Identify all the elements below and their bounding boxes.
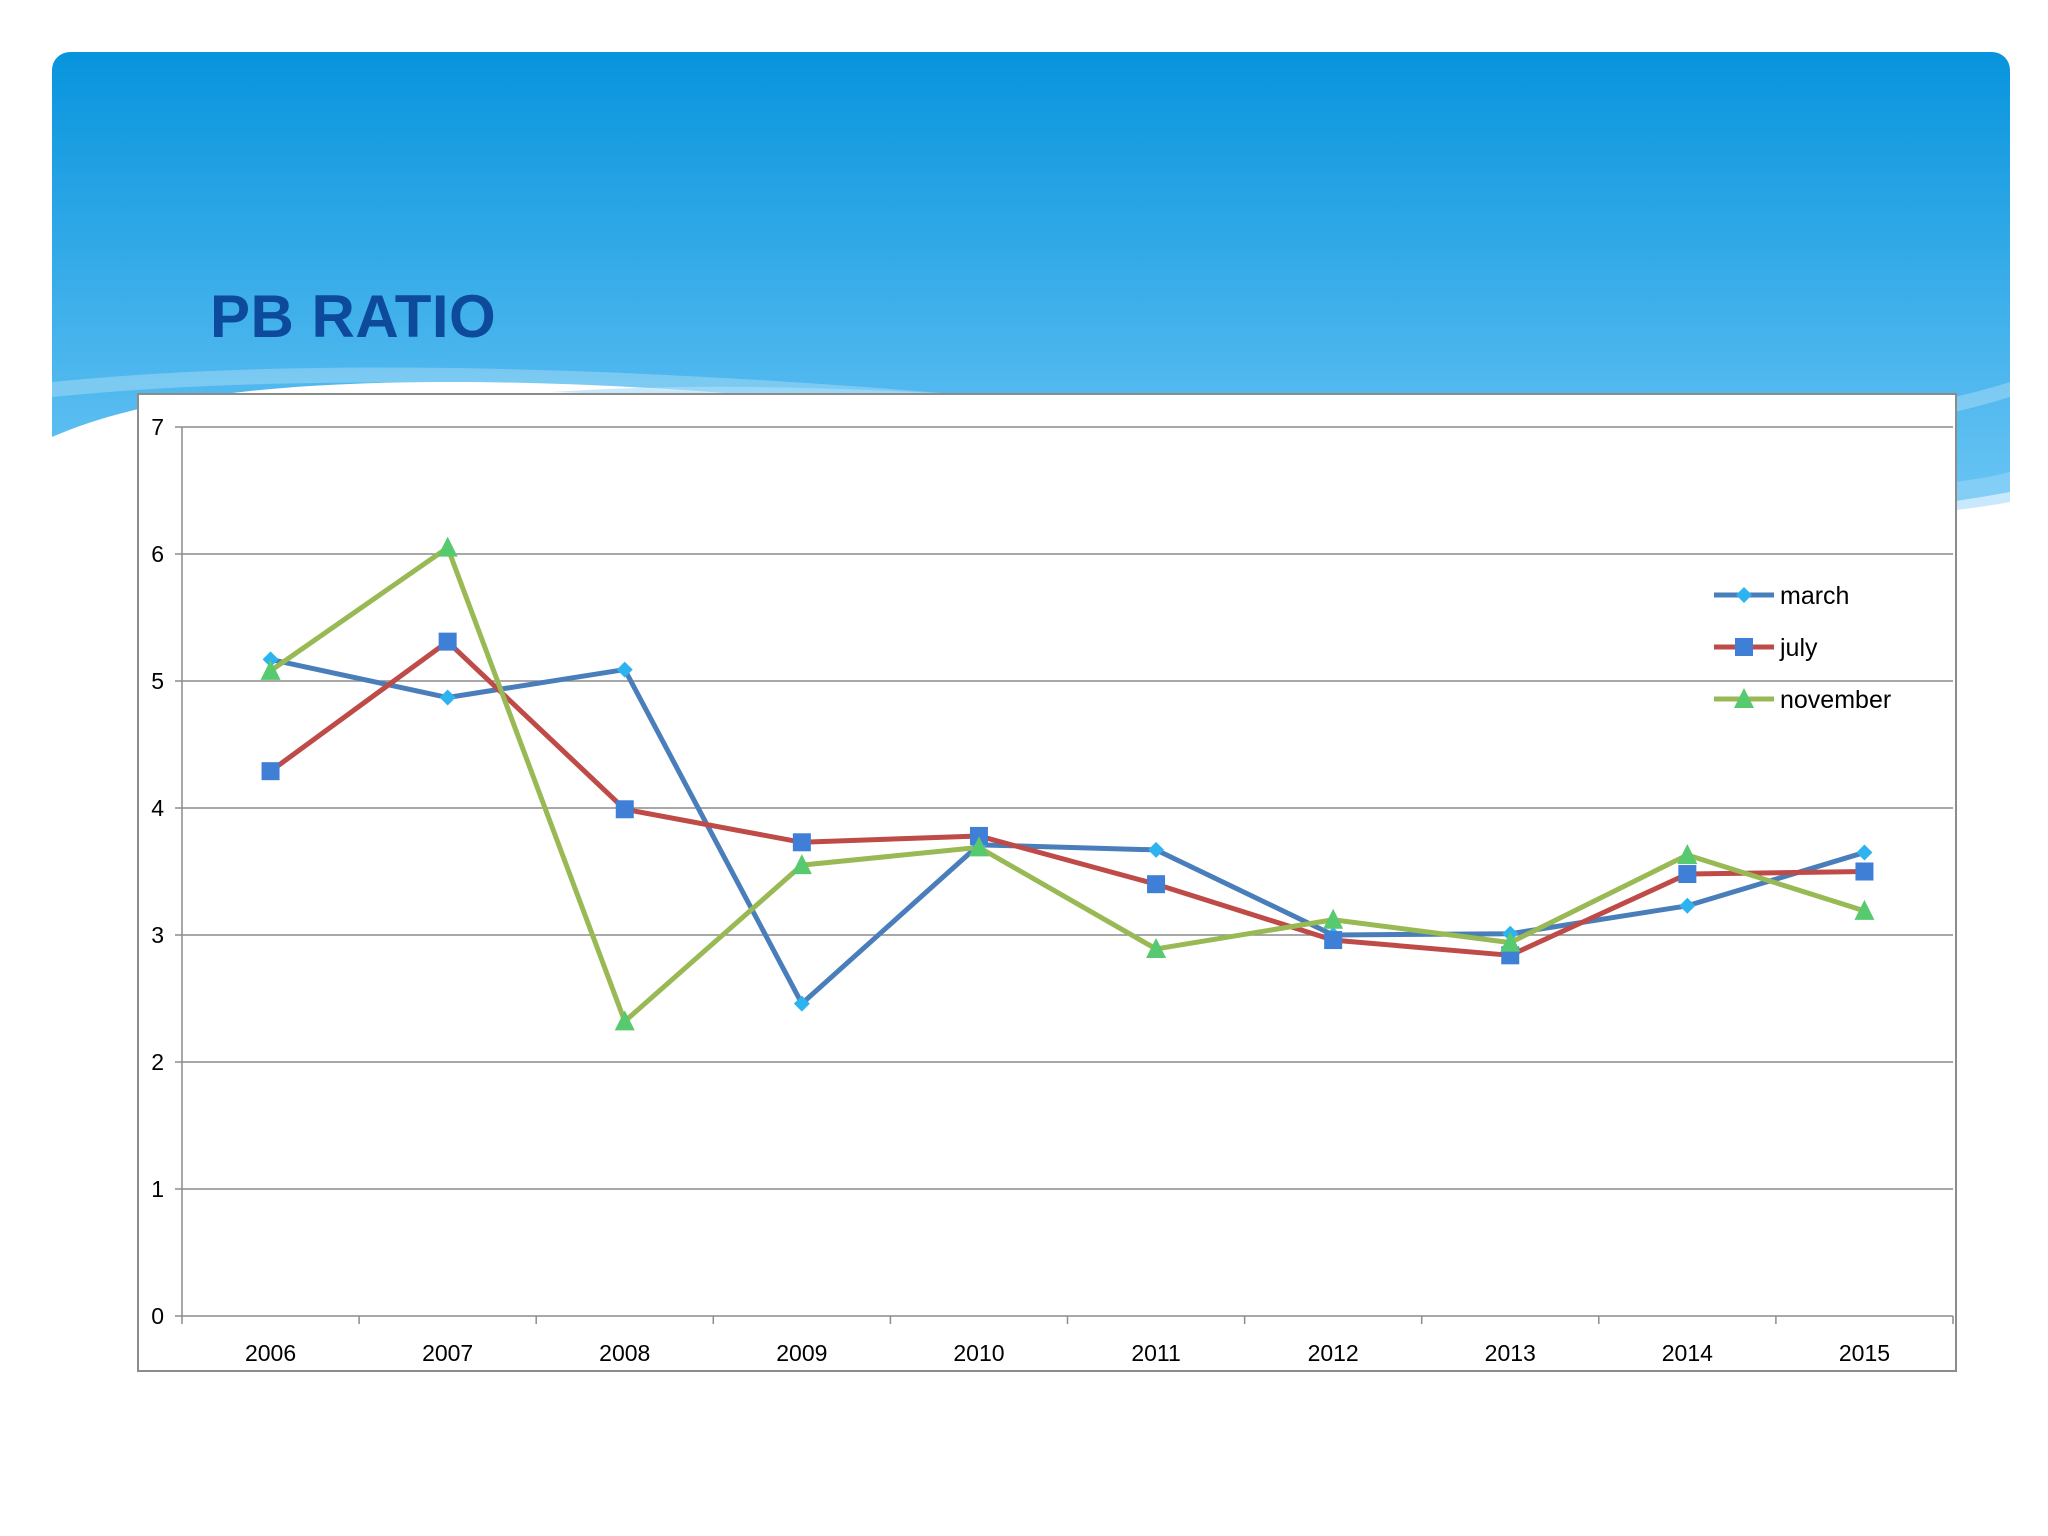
point-july-2011 (1147, 875, 1166, 894)
x-tick-label-2011: 2011 (1131, 1340, 1180, 1366)
point-november-2010 (968, 836, 989, 857)
point-march-2011 (1148, 841, 1165, 858)
point-march-2006 (262, 651, 279, 668)
point-november-2015 (1854, 899, 1875, 920)
y-tick-label-0: 0 (151, 1303, 164, 1329)
y-tick-label-3: 3 (151, 922, 164, 948)
point-july-2008 (615, 800, 634, 819)
y-tick-label-5: 5 (151, 668, 164, 694)
point-november-2014 (1677, 843, 1698, 864)
x-tick-label-2007: 2007 (422, 1340, 473, 1366)
point-november-2008 (614, 1010, 635, 1031)
point-november-2012 (1323, 908, 1344, 929)
point-november-2009 (791, 854, 812, 875)
point-july-2009 (792, 833, 811, 852)
point-march-2008 (616, 661, 633, 678)
point-november-2013 (1500, 931, 1521, 952)
slide-title: PB RATIO (210, 283, 497, 350)
point-november-2006 (260, 659, 281, 680)
legend-label-november: november (1780, 686, 1891, 714)
legend-label-july: july (1779, 634, 1818, 662)
point-november-2007 (437, 536, 458, 557)
point-march-2014 (1679, 897, 1696, 914)
chart-frame: 0 1 2 3 4 5 6 7 2006 2007 2008 2009 2010 2011 2012 2013… (137, 393, 1957, 1372)
point-july-2012 (1324, 931, 1343, 950)
point-march-2007 (439, 689, 456, 706)
point-november-2011 (1146, 937, 1167, 958)
legend-marker-july (1735, 638, 1753, 656)
series-line-november (269, 545, 1866, 1024)
series-line-march (270, 656, 1866, 1007)
pb-ratio-line-chart: 0 1 2 3 4 5 6 7 2006 2007 2008 2009 2010 2011 2012 2013… (151, 414, 1954, 1366)
x-tick-label-2009: 2009 (776, 1340, 827, 1366)
point-march-2009 (793, 995, 810, 1012)
point-july-2014 (1678, 865, 1697, 884)
point-march-2015 (1856, 844, 1873, 861)
legend-label-march: march (1780, 582, 1849, 610)
point-july-2010 (969, 826, 988, 845)
legend-marker-march (1736, 587, 1752, 603)
y-tick-label-4: 4 (151, 795, 164, 821)
y-tick-label-1: 1 (151, 1176, 164, 1202)
x-tick-label-2006: 2006 (245, 1340, 296, 1366)
x-tick-label-2013: 2013 (1485, 1340, 1536, 1366)
x-tick-label-2012: 2012 (1308, 1340, 1359, 1366)
series-line-july (269, 639, 1865, 958)
x-tick-label-2010: 2010 (953, 1340, 1004, 1366)
x-tick-label-2014: 2014 (1662, 1340, 1713, 1366)
y-tick-label-6: 6 (151, 541, 164, 567)
x-tick-label-2015: 2015 (1839, 1340, 1890, 1366)
y-tick-label-7: 7 (151, 414, 164, 440)
y-tick-label-2: 2 (151, 1049, 164, 1075)
point-july-2007 (438, 632, 457, 651)
point-july-2015 (1855, 862, 1874, 881)
x-tick-label-2008: 2008 (599, 1340, 650, 1366)
legend-marker-november (1734, 688, 1754, 708)
point-july-2006 (261, 762, 280, 781)
